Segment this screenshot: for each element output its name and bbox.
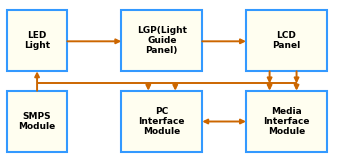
FancyBboxPatch shape (246, 91, 327, 152)
Text: SMPS
Module: SMPS Module (19, 112, 56, 131)
Text: Media
Interface
Module: Media Interface Module (263, 107, 310, 136)
Text: LED
Light: LED Light (24, 31, 50, 50)
FancyBboxPatch shape (7, 10, 67, 71)
Text: PC
Interface
Module: PC Interface Module (139, 107, 185, 136)
FancyBboxPatch shape (121, 91, 202, 152)
Text: LGP(Light
Guide
Panel): LGP(Light Guide Panel) (137, 26, 187, 55)
FancyBboxPatch shape (121, 10, 202, 71)
FancyBboxPatch shape (7, 91, 67, 152)
FancyBboxPatch shape (246, 10, 327, 71)
Text: LCD
Panel: LCD Panel (272, 31, 301, 50)
